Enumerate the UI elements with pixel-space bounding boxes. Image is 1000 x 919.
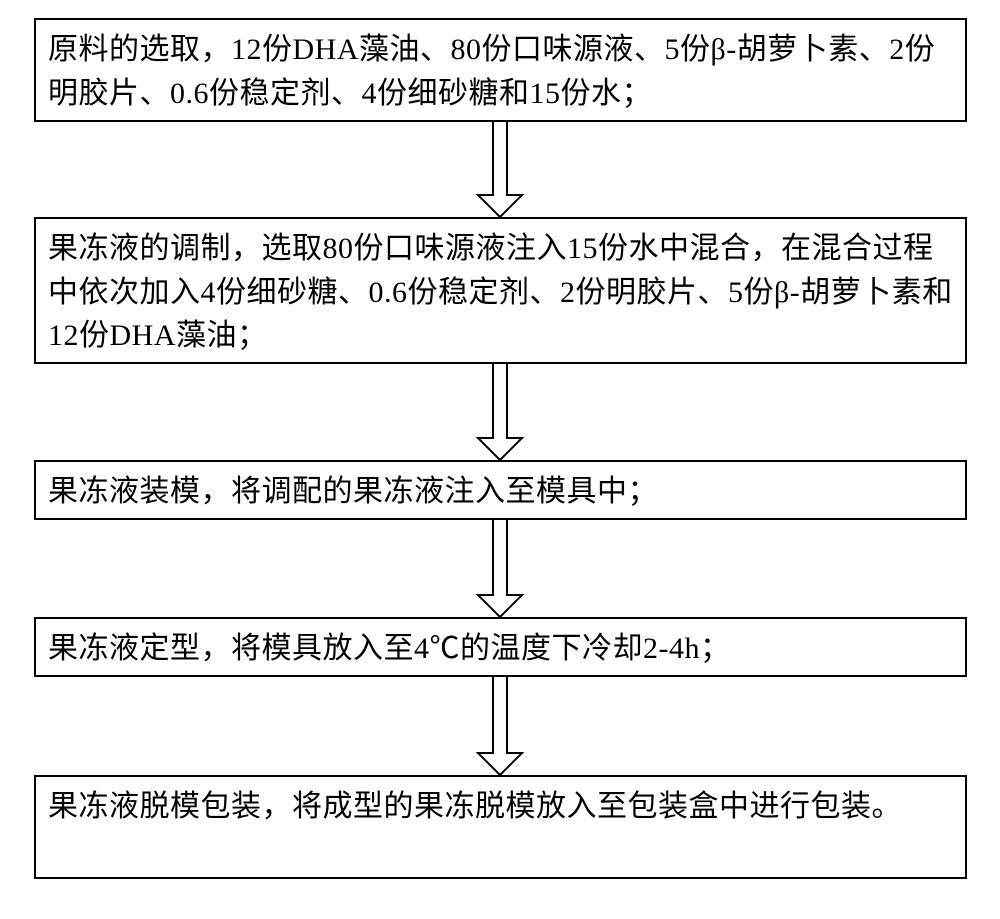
flow-step-1: 原料的选取，12份DHA藻油、80份口味源液、5份β-胡萝卜素、2份明胶片、0.… [34,18,967,122]
flow-arrow-2 [0,364,1000,460]
flow-arrow-4 [0,677,1000,775]
flow-step-2: 果冻液的调制，选取80份口味源液注入15份水中混合，在混合过程中依次加入4份细砂… [34,217,967,364]
flow-step-4: 果冻液定型，将模具放入至4℃的温度下冷却2-4h； [34,617,967,677]
flow-step-5: 果冻液脱模包装，将成型的果冻脱模放入至包装盒中进行包装。 [34,775,967,879]
flow-arrow-1 [0,122,1000,217]
flow-step-text-3: 果冻液装模，将调配的果冻液注入至模具中； [48,475,658,508]
flow-step-3: 果冻液装模，将调配的果冻液注入至模具中； [34,460,967,520]
flow-step-text-1: 原料的选取，12份DHA藻油、80份口味源液、5份β-胡萝卜素、2份明胶片、0.… [48,33,935,110]
flow-step-text-5: 果冻液脱模包装，将成型的果冻脱模放入至包装盒中进行包装。 [48,790,902,823]
flow-arrow-3 [0,520,1000,617]
flowchart-canvas: 原料的选取，12份DHA藻油、80份口味源液、5份β-胡萝卜素、2份明胶片、0.… [0,0,1000,919]
flow-step-text-2: 果冻液的调制，选取80份口味源液注入15份水中混合，在混合过程中依次加入4份细砂… [48,232,953,352]
flow-step-text-4: 果冻液定型，将模具放入至4℃的温度下冷却2-4h； [48,632,731,665]
